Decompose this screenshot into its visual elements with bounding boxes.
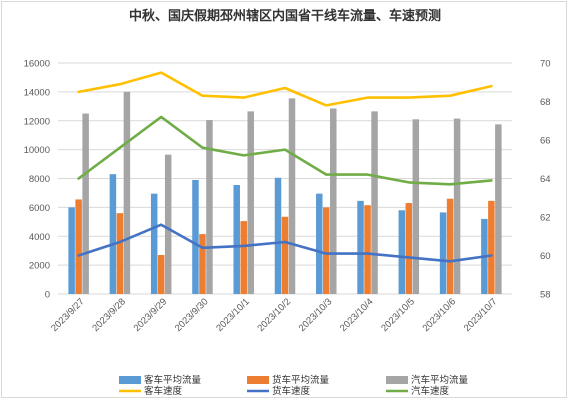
legend-label: 汽车平均流量 bbox=[411, 374, 469, 386]
series-line bbox=[77, 71, 493, 107]
bar bbox=[199, 234, 206, 294]
legend-label: 客车平均流量 bbox=[144, 374, 202, 386]
bar bbox=[233, 184, 240, 294]
lines-layer bbox=[77, 71, 493, 263]
bar bbox=[330, 108, 337, 295]
y-right-tick-label: 58 bbox=[540, 290, 551, 301]
bar bbox=[439, 212, 447, 294]
legend-swatch bbox=[386, 376, 408, 384]
bar bbox=[206, 120, 213, 294]
legend-label: 货车速度 bbox=[272, 385, 311, 397]
bar bbox=[247, 111, 254, 294]
bar bbox=[288, 98, 296, 294]
x-tick-label: 2023/10/4 bbox=[338, 296, 376, 334]
x-tick-label: 2023/10/1 bbox=[214, 296, 252, 334]
bar bbox=[446, 198, 454, 294]
y-left-tick-label: 8000 bbox=[29, 174, 50, 185]
bar bbox=[150, 193, 158, 294]
bar bbox=[323, 207, 330, 294]
y-left-tick-label: 0 bbox=[45, 290, 50, 301]
bar bbox=[157, 255, 165, 294]
bar bbox=[75, 199, 82, 294]
bar bbox=[123, 91, 131, 294]
bar bbox=[453, 118, 461, 294]
y-right-tick-label: 60 bbox=[540, 251, 551, 262]
bars-layer bbox=[68, 91, 502, 295]
x-tick-label: 2023/9/29 bbox=[132, 296, 170, 334]
series-line bbox=[77, 223, 493, 263]
x-tick-label: 2023/10/7 bbox=[462, 296, 500, 334]
x-tick-label: 2023/9/30 bbox=[173, 296, 211, 334]
y-left-tick-label: 2000 bbox=[29, 261, 50, 272]
x-tick-label: 2023/10/6 bbox=[421, 296, 459, 334]
bar bbox=[398, 210, 406, 294]
y-left-tick-label: 14000 bbox=[24, 87, 50, 98]
y-right-tick-label: 62 bbox=[540, 213, 551, 224]
bar bbox=[405, 203, 413, 294]
bar bbox=[364, 205, 371, 294]
legend-label: 货车平均流量 bbox=[272, 374, 330, 386]
bar bbox=[412, 119, 420, 295]
bar bbox=[495, 124, 502, 294]
x-tick-label: 2023/9/28 bbox=[90, 296, 128, 334]
bar bbox=[274, 177, 282, 294]
y-left-tick-label: 10000 bbox=[24, 145, 50, 156]
legend-label: 汽车速度 bbox=[411, 385, 450, 397]
bar bbox=[240, 221, 247, 294]
bar bbox=[82, 113, 89, 294]
y-right-tick-label: 70 bbox=[540, 59, 551, 70]
x-tick-label: 2023/10/2 bbox=[255, 296, 293, 334]
x-tick-label: 2023/9/27 bbox=[49, 296, 87, 334]
bar bbox=[281, 216, 289, 294]
legend-label: 客车速度 bbox=[144, 385, 183, 397]
chart-title: 中秋、国庆假期邳州辖区内国省干线车流量、车速预测 bbox=[129, 8, 441, 24]
bar bbox=[316, 193, 323, 294]
legend-swatch bbox=[247, 376, 269, 384]
bar bbox=[488, 200, 495, 294]
bar bbox=[116, 213, 124, 294]
y-right-tick-label: 68 bbox=[540, 97, 551, 108]
x-tick-label: 2023/10/3 bbox=[297, 296, 335, 334]
y-left-tick-label: 6000 bbox=[29, 203, 50, 214]
y-right-tick-label: 64 bbox=[540, 174, 551, 185]
y-right-tick-label: 66 bbox=[540, 136, 551, 147]
bar bbox=[357, 200, 364, 294]
y-left-tick-label: 12000 bbox=[24, 116, 50, 127]
y-left-tick-label: 4000 bbox=[29, 232, 50, 243]
legend-swatch bbox=[119, 376, 141, 384]
x-tick-label: 2023/10/5 bbox=[379, 296, 417, 334]
y-left-tick-label: 16000 bbox=[24, 59, 50, 70]
series-line bbox=[77, 115, 493, 186]
bar bbox=[371, 111, 378, 294]
bar bbox=[164, 154, 172, 294]
bar bbox=[192, 179, 199, 294]
bar bbox=[68, 207, 75, 294]
bar bbox=[109, 174, 117, 294]
